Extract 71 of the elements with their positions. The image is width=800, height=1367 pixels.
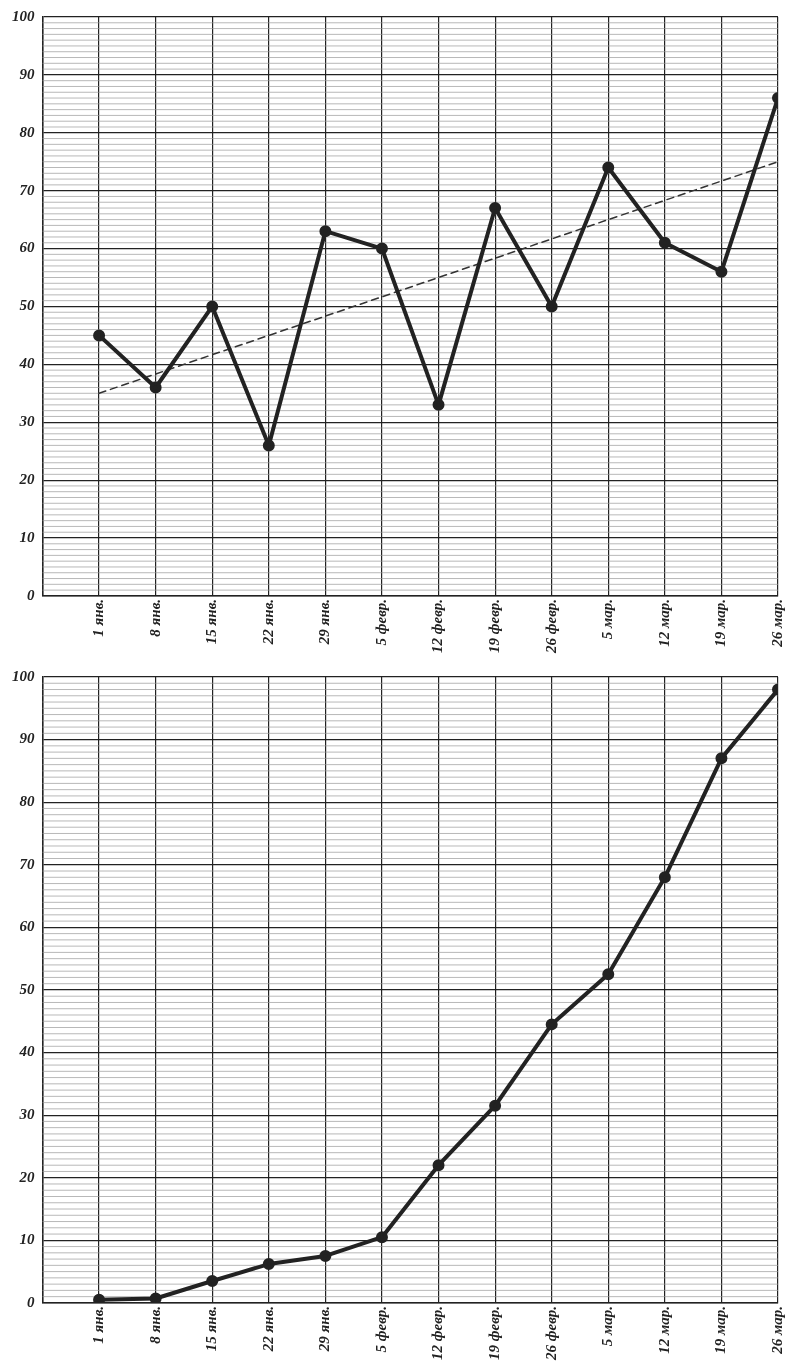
point	[489, 1099, 502, 1112]
x-tick-label: 19 февр.	[485, 598, 502, 654]
x-tick-label: 1 янв.	[89, 1305, 106, 1344]
y-tick-label: 0	[27, 586, 35, 603]
y-tick-label: 100	[12, 7, 35, 24]
y-tick-label: 90	[19, 730, 35, 747]
point	[715, 265, 728, 278]
y-tick-label: 20	[18, 471, 35, 487]
point	[432, 1159, 445, 1172]
y-tick-label: 10	[19, 528, 35, 545]
x-tick-label: 29 янв.	[316, 598, 333, 646]
x-tick-label: 15 янв.	[203, 1305, 220, 1352]
point	[545, 300, 558, 313]
point	[206, 300, 219, 313]
point	[262, 439, 275, 452]
x-tick-label: 12 мар.	[655, 1305, 672, 1354]
x-tick-label: 26 февр.	[542, 598, 559, 655]
y-tick-label: 100	[12, 667, 35, 684]
point	[375, 242, 388, 255]
x-tick-label: 5 февр.	[372, 1305, 389, 1353]
point	[319, 225, 332, 238]
point	[715, 752, 728, 765]
y-tick-label: 70	[19, 181, 35, 198]
x-tick-label: 22 янв.	[259, 1305, 276, 1353]
point	[262, 1258, 275, 1271]
point	[93, 329, 106, 342]
x-tick-label: 1 янв.	[89, 598, 106, 637]
y-tick-label: 30	[18, 413, 35, 430]
x-tick-label: 5 мар.	[599, 1305, 616, 1347]
point	[375, 1231, 388, 1244]
x-tick-label: 22 янв.	[259, 598, 276, 646]
y-tick-label: 60	[19, 239, 35, 256]
x-tick-label: 5 февр.	[372, 598, 389, 646]
x-tick-label: 19 февр.	[485, 1305, 502, 1361]
x-tick-label: 26 мар.	[768, 598, 785, 648]
x-tick-label: 12 мар.	[655, 598, 672, 647]
x-tick-label: 19 мар.	[712, 1305, 729, 1354]
y-tick-label: 40	[18, 1043, 35, 1060]
x-tick-label: 8 янв.	[146, 598, 163, 637]
point	[319, 1249, 332, 1262]
y-tick-label: 80	[19, 123, 35, 140]
point	[93, 1293, 106, 1303]
x-tick-label: 26 мар.	[768, 1305, 785, 1355]
y-tick-label: 80	[19, 793, 35, 810]
y-tick-label: 60	[19, 918, 35, 935]
x-tick-label: 29 янв.	[316, 1305, 333, 1353]
point	[149, 381, 162, 394]
y-tick-label: 10	[19, 1231, 35, 1248]
y-tick-label: 50	[19, 297, 35, 314]
point	[489, 202, 502, 215]
y-tick-label: 30	[18, 1106, 35, 1123]
x-tick-label: 12 февр.	[429, 598, 446, 654]
point	[602, 968, 615, 981]
point	[602, 161, 615, 174]
x-tick-label: 19 мар.	[712, 598, 729, 647]
point	[206, 1275, 219, 1287]
point	[149, 1292, 162, 1303]
point	[658, 871, 671, 884]
x-tick-label: 5 мар.	[599, 598, 616, 640]
y-tick-label: 90	[19, 65, 35, 82]
y-tick-label: 20	[18, 1168, 35, 1185]
x-tick-label: 26 февр.	[542, 1305, 559, 1362]
y-tick-label: 70	[19, 855, 35, 872]
x-tick-label: 12 февр.	[429, 1305, 446, 1361]
y-tick-label: 50	[19, 980, 35, 997]
y-tick-label: 40	[18, 355, 35, 372]
y-tick-label: 0	[27, 1293, 35, 1310]
point	[545, 1018, 558, 1031]
x-tick-label: 8 янв.	[146, 1305, 163, 1344]
x-tick-label: 15 янв.	[203, 598, 220, 645]
point	[658, 236, 671, 249]
